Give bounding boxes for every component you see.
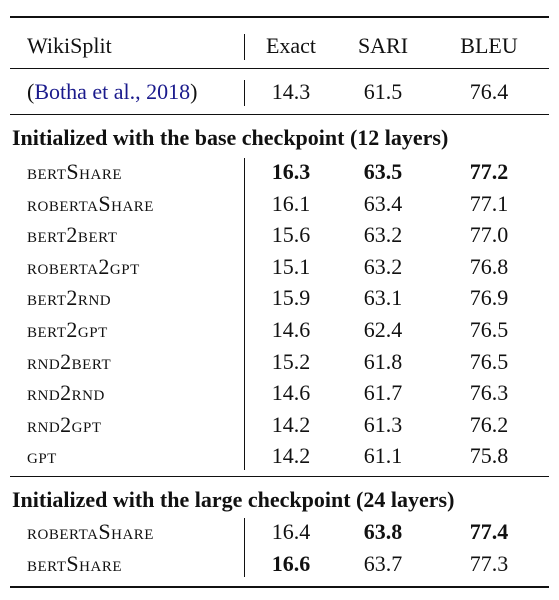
bleu-value: 76.8 (469, 253, 509, 279)
bleu-header: BLEU (460, 33, 518, 58)
section-title-large: Initialized with the large checkpoint (2… (12, 487, 455, 512)
model-name: robertaShare (27, 519, 154, 544)
bleu-value: 77.0 (469, 222, 509, 248)
exact-value: 15.6 (271, 222, 311, 248)
bleu-value: 77.3 (469, 550, 509, 576)
dataset-header: WikiSplit (27, 33, 112, 58)
header-row: WikiSplit Exact SARI BLEU (0, 30, 559, 62)
sari-value: 63.2 (363, 253, 403, 279)
model-name: bertShare (27, 159, 123, 184)
exact-value: 15.9 (271, 285, 311, 311)
model-name: bertShare (27, 550, 123, 576)
exact-value: 14.2 (271, 443, 311, 469)
sari-value: 61.1 (363, 443, 403, 469)
baseline-separator (244, 80, 245, 106)
bleu-value: 76.3 (469, 380, 509, 406)
table-row: rnd2gpt 14.2 61.3 76.2 (0, 409, 559, 441)
model-name: rnd2gpt (27, 411, 102, 437)
sari-value: 61.3 (363, 411, 403, 437)
baseline-name: (Botha et al., 2018) (27, 79, 198, 104)
table-row: roberta2gpt 15.1 63.2 76.8 (0, 251, 559, 283)
bottom-rule (10, 586, 549, 588)
table-row: rnd2bert 15.2 61.8 76.5 (0, 346, 559, 378)
sari-value: 63.2 (363, 222, 403, 248)
baseline-bleu: 76.4 (469, 79, 509, 104)
table-row: bertShare 16.3 63.5 77.2 (0, 156, 559, 188)
table-row: gpt 14.2 61.1 75.8 (0, 440, 559, 472)
table-row: bert2rnd 15.9 63.1 76.9 (0, 282, 559, 314)
bleu-value: 77.2 (469, 159, 509, 184)
section-rule (10, 476, 549, 477)
baseline-rule (10, 114, 549, 115)
sari-value: 61.7 (363, 380, 403, 406)
table-row: bertShare 16.6 63.7 77.3 (0, 548, 559, 580)
bleu-value: 76.5 (469, 348, 509, 374)
sari-value: 63.5 (363, 159, 403, 184)
column-separator (244, 518, 245, 578)
column-separator (244, 158, 245, 470)
exact-value: 15.1 (271, 253, 311, 279)
sari-value: 63.7 (363, 550, 403, 576)
sari-value: 63.4 (363, 190, 403, 216)
sari-value: 62.4 (363, 317, 403, 342)
model-name: bert2bert (27, 222, 118, 248)
sari-value: 61.8 (363, 348, 403, 374)
header-rule (10, 68, 549, 69)
bleu-value: 76.9 (469, 285, 509, 311)
model-name: bert2rnd (27, 285, 112, 311)
baseline-exact: 14.3 (271, 79, 311, 104)
model-name: gpt (27, 443, 57, 469)
baseline-citation[interactable]: Botha et al., 2018 (34, 79, 191, 104)
model-name: rnd2rnd (27, 380, 105, 406)
sari-header: SARI (357, 33, 409, 58)
bleu-value: 77.4 (469, 519, 509, 544)
exact-value: 16.1 (271, 190, 311, 216)
model-name: rnd2bert (27, 348, 112, 374)
exact-value: 14.6 (271, 317, 311, 342)
sari-value: 63.1 (363, 285, 403, 311)
baseline-sari: 61.5 (363, 79, 403, 104)
bleu-value: 76.2 (469, 411, 509, 437)
exact-value: 16.4 (271, 519, 311, 544)
sari-value: 63.8 (363, 519, 403, 544)
table-row: bert2bert 15.6 63.2 77.0 (0, 219, 559, 251)
table-row: robertaShare 16.1 63.4 77.1 (0, 188, 559, 220)
exact-value: 15.2 (271, 348, 311, 374)
section-title-base: Initialized with the base checkpoint (12… (12, 125, 449, 150)
header-separator (244, 34, 245, 60)
bleu-value: 75.8 (469, 443, 509, 469)
exact-value: 14.2 (271, 411, 311, 437)
baseline-row: (Botha et al., 2018) 14.3 61.5 76.4 (0, 76, 559, 108)
bleu-value: 77.1 (469, 190, 509, 216)
exact-value: 16.3 (271, 159, 311, 184)
bleu-value: 76.5 (469, 317, 509, 342)
model-name: roberta2gpt (27, 253, 140, 279)
table-row: rnd2rnd 14.6 61.7 76.3 (0, 377, 559, 409)
table-row: robertaShare 16.4 63.8 77.4 (0, 516, 559, 548)
exact-value: 14.6 (271, 380, 311, 406)
exact-value: 16.6 (271, 550, 311, 576)
table-row: bert2gpt 14.6 62.4 76.5 (0, 314, 559, 346)
exact-header: Exact (265, 33, 317, 58)
model-name: robertaShare (27, 190, 154, 216)
top-rule (10, 16, 549, 18)
model-name: bert2gpt (27, 317, 108, 342)
